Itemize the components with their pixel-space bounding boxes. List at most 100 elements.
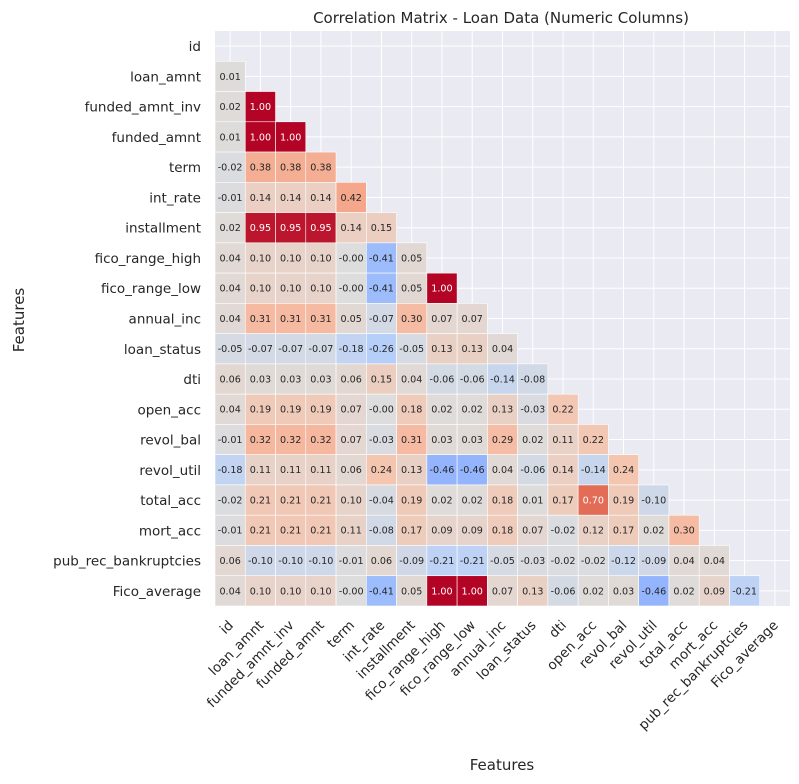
- cell-value-label: 0.19: [250, 405, 271, 416]
- heatmap-cell: [335, 333, 367, 365]
- heatmap-cell: [305, 151, 337, 183]
- cell-value-label: 0.04: [492, 465, 513, 476]
- heatmap-cell: [305, 363, 337, 395]
- heatmap-cell: [426, 514, 458, 546]
- y-tick-label: total_acc: [140, 493, 201, 509]
- cell-value-label: -0.03: [369, 435, 394, 446]
- heatmap-cell: [668, 514, 700, 546]
- heatmap-cell: [214, 91, 246, 123]
- cell-value-label: 0.07: [492, 586, 513, 597]
- cell-value-label: -0.00: [339, 253, 364, 264]
- cell-value-label: -0.08: [520, 374, 545, 385]
- cell-value-label: 0.10: [250, 586, 271, 597]
- cell-value-label: -0.03: [520, 556, 545, 567]
- cell-value-label: -0.10: [248, 556, 273, 567]
- y-tick-labels: id loan_amnt funded_amnt_inv funded_amntter…: [53, 39, 201, 600]
- cell-value-label: 0.15: [371, 223, 392, 234]
- cell-value-label: 0.05: [401, 586, 422, 597]
- y-tick-label: dti: [183, 372, 201, 388]
- heatmap-cell: [335, 242, 367, 274]
- heatmap-cell: [214, 545, 246, 577]
- cell-value-label: 1.00: [250, 102, 271, 113]
- heatmap-cell: [275, 272, 307, 304]
- heatmap-cell: [698, 575, 730, 607]
- cell-value-label: 0.32: [310, 435, 331, 446]
- cell-value-label: 0.10: [340, 495, 361, 506]
- cell-value-label: 0.04: [219, 405, 240, 416]
- cell-value-label: 0.15: [371, 374, 392, 385]
- cell-value-label: 0.10: [280, 586, 301, 597]
- heatmap-cell: [668, 545, 700, 577]
- cell-value-label: -0.06: [551, 586, 576, 597]
- cell-value-label: -0.01: [339, 556, 364, 567]
- heatmap-cell: [456, 575, 488, 607]
- cell-value-label: 0.09: [704, 586, 725, 597]
- cell-value-label: 0.10: [280, 253, 301, 264]
- cell-value-label: -0.07: [309, 344, 334, 355]
- heatmap-cell: [214, 454, 246, 486]
- cell-value-label: 0.03: [310, 374, 331, 385]
- y-tick-label: id: [189, 39, 201, 55]
- cell-value-label: 0.14: [340, 223, 361, 234]
- cell-value-label: -0.05: [218, 344, 243, 355]
- cell-value-label: 0.07: [462, 314, 483, 325]
- heatmap-cell: [335, 393, 367, 425]
- cell-value-label: 0.17: [613, 526, 634, 537]
- heatmap-cell: [396, 272, 428, 304]
- heatmap-cell: [335, 484, 367, 516]
- cell-value-label: -0.09: [641, 556, 666, 567]
- cell-value-label: 0.14: [310, 193, 331, 204]
- heatmap-cell: [244, 363, 276, 395]
- heatmap-cell: [244, 393, 276, 425]
- heatmap-cell: [638, 514, 670, 546]
- cell-value-label: -0.00: [369, 405, 394, 416]
- cell-value-label: -0.06: [520, 465, 545, 476]
- cell-value-label: 0.32: [250, 435, 271, 446]
- cell-value-label: 0.70: [583, 495, 604, 506]
- heatmap-cell: [244, 151, 276, 183]
- cell-value-label: 0.14: [280, 193, 301, 204]
- heatmap-cell: [275, 212, 307, 244]
- cell-value-label: 0.21: [310, 526, 331, 537]
- cell-value-label: -0.10: [641, 495, 666, 506]
- cell-value-label: 0.02: [673, 586, 694, 597]
- heatmap-cell: [305, 454, 337, 486]
- cell-value-label: 0.02: [219, 223, 240, 234]
- heatmap-cell: [426, 454, 458, 486]
- heatmap-cell: [366, 363, 397, 395]
- heatmap-cell: [426, 363, 458, 395]
- cell-value-label: 0.02: [431, 405, 452, 416]
- cell-value-label: 0.11: [280, 465, 301, 476]
- heatmap-cell: [487, 454, 518, 486]
- cell-value-label: 0.21: [310, 495, 331, 506]
- heatmap-cell: [426, 393, 458, 425]
- cell-value-label: 0.05: [401, 284, 422, 295]
- cell-value-label: -0.09: [399, 556, 424, 567]
- y-tick-label: term: [169, 160, 201, 176]
- heatmap-cell: [335, 182, 367, 213]
- cell-value-label: 0.04: [401, 374, 422, 385]
- heatmap-cell: [214, 484, 246, 516]
- y-tick-label: funded_amnt_inv: [85, 100, 201, 116]
- cell-value-label: 1.00: [431, 284, 452, 295]
- cell-value-label: 0.18: [492, 526, 513, 537]
- cell-value-label: 0.24: [613, 465, 634, 476]
- heatmap-cell: [577, 424, 609, 455]
- cell-value-label: 0.17: [401, 526, 422, 537]
- cell-value-label: 0.03: [462, 435, 483, 446]
- cell-value-label: -0.21: [430, 556, 455, 567]
- heatmap-cell: [366, 514, 397, 546]
- cell-value-label: 0.03: [613, 586, 634, 597]
- cell-value-label: -0.02: [581, 556, 606, 567]
- cell-value-label: 0.10: [310, 586, 331, 597]
- cell-value-label: -0.01: [218, 193, 243, 204]
- heatmap-cell: [426, 545, 458, 577]
- cell-value-label: 0.18: [401, 405, 422, 416]
- cell-value-label: 0.06: [340, 465, 361, 476]
- heatmap-cell: [366, 424, 397, 455]
- y-tick-label: Fico_average: [113, 584, 201, 600]
- heatmap-cell: [396, 393, 428, 425]
- heatmap-cell: [335, 454, 367, 486]
- cell-value-label: 0.24: [371, 465, 392, 476]
- cell-value-label: 0.29: [492, 435, 513, 446]
